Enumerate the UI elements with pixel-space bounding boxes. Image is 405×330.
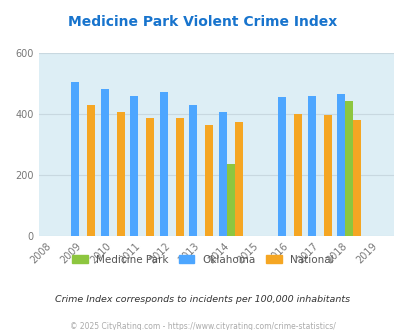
Text: Crime Index corresponds to incidents per 100,000 inhabitants: Crime Index corresponds to incidents per… bbox=[55, 295, 350, 304]
Text: Medicine Park Violent Crime Index: Medicine Park Violent Crime Index bbox=[68, 15, 337, 29]
Bar bbox=[323, 115, 331, 236]
Bar bbox=[226, 164, 234, 236]
Bar bbox=[71, 82, 79, 236]
Bar bbox=[205, 124, 213, 236]
Bar bbox=[218, 112, 226, 236]
Bar bbox=[294, 115, 301, 236]
Bar bbox=[337, 94, 345, 236]
Legend: Medicine Park, Oklahoma, National: Medicine Park, Oklahoma, National bbox=[68, 250, 337, 269]
Bar bbox=[352, 120, 360, 236]
Bar bbox=[345, 101, 352, 236]
Bar bbox=[175, 117, 183, 236]
Bar bbox=[234, 122, 242, 236]
Bar bbox=[160, 92, 167, 236]
Text: © 2025 CityRating.com - https://www.cityrating.com/crime-statistics/: © 2025 CityRating.com - https://www.city… bbox=[70, 322, 335, 330]
Bar bbox=[307, 96, 315, 236]
Bar bbox=[189, 105, 197, 236]
Bar bbox=[277, 97, 286, 236]
Bar bbox=[100, 89, 108, 236]
Bar bbox=[130, 96, 138, 236]
Bar bbox=[87, 105, 95, 236]
Bar bbox=[116, 112, 124, 236]
Bar bbox=[146, 117, 154, 236]
